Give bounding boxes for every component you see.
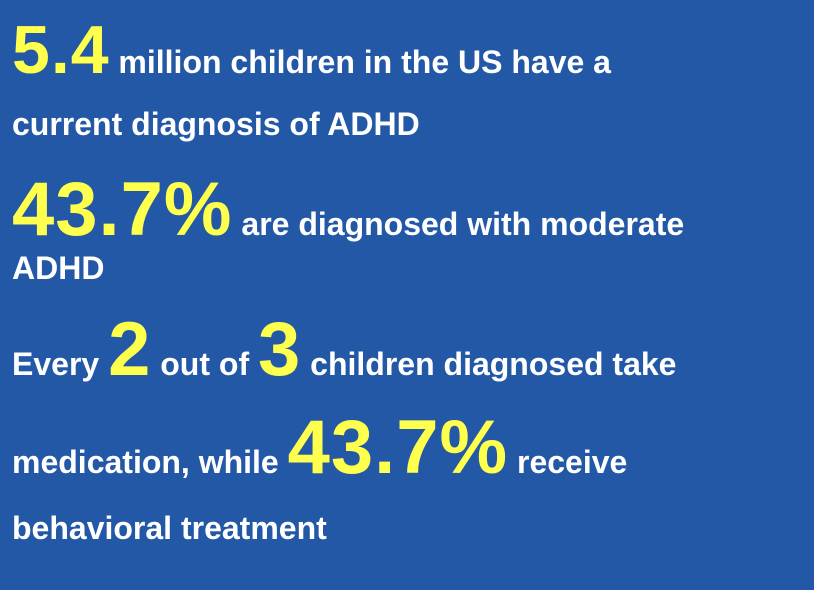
stat3-mid: out of: [151, 346, 258, 382]
stat1-text-a: million children in the US have a: [109, 44, 611, 80]
stat1-number: 5.4: [12, 12, 110, 88]
stat1-line1: 5.4 million children in the US have a: [12, 16, 611, 84]
stat3-text-c: receive: [508, 444, 628, 480]
stat3-line3: behavioral treatment: [12, 510, 327, 546]
stat3-prefix: Every: [12, 346, 109, 382]
stat1-line2: current diagnosis of ADHD: [12, 106, 420, 142]
stat3-text-a: children diagnosed take: [301, 346, 677, 382]
stat3-num1: 2: [108, 307, 152, 392]
stat3-line1: Every 2 out of 3 children diagnosed take: [12, 312, 676, 388]
stat3-num2: 3: [257, 307, 302, 392]
stat3-text-b: medication, while: [12, 444, 288, 480]
stat2-text-a: are diagnosed with moderate: [232, 206, 685, 242]
stat2-line1: 43.7% are diagnosed with moderate: [12, 172, 684, 248]
stat2-line2: ADHD: [12, 250, 105, 286]
stat3-number: 43.7%: [287, 405, 509, 490]
stat3-line2: medication, while 43.7% receive: [12, 410, 627, 486]
stat2-number: 43.7%: [12, 167, 233, 252]
